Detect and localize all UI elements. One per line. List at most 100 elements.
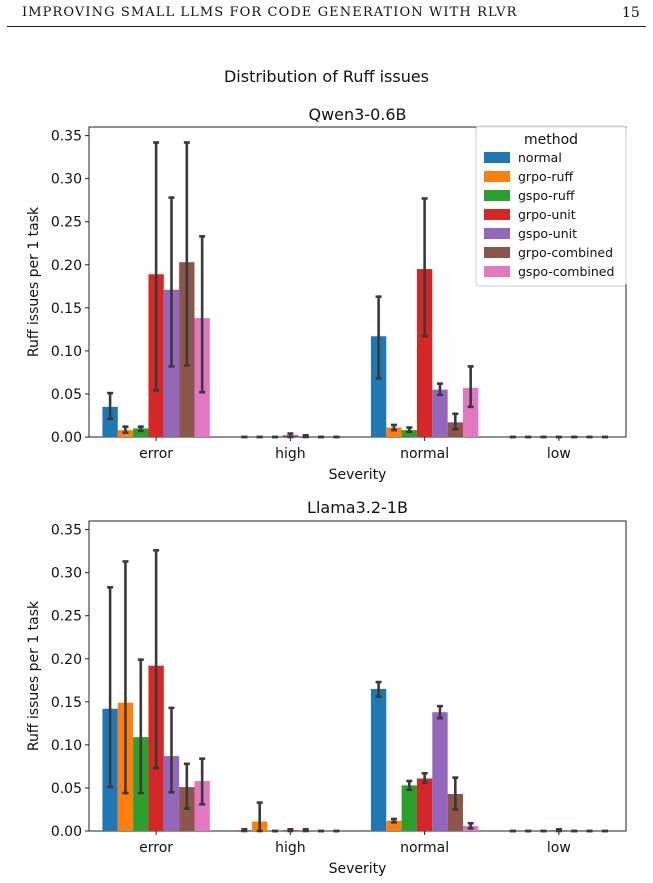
bar-gspo-unit-normal	[432, 712, 448, 831]
error-bar-gspo-unit-error	[168, 706, 175, 794]
error-bar-grpo-combined-error	[183, 141, 190, 367]
error-bar-gspo-ruff-normal	[406, 779, 413, 791]
y-tick-label: 0.20	[51, 652, 82, 668]
series-gspo-ruff	[133, 425, 547, 439]
error-bar-grpo-combined-error	[183, 762, 190, 810]
y-tick-label: 0.05	[51, 387, 82, 403]
series-grpo-combined	[179, 141, 593, 439]
x-axis: error high normal low	[139, 437, 571, 462]
error-bar-gspo-unit-high	[302, 433, 309, 439]
series-gspo-combined	[194, 757, 608, 833]
plot-frame	[88, 520, 627, 832]
error-bar-grpo-unit-error	[153, 548, 160, 770]
error-bar-gspo-combined-error	[199, 757, 206, 806]
y-tick-label: 0.05	[51, 781, 82, 797]
bar-normal-normal	[370, 688, 387, 831]
legend-item-grpo-combined: grpo-combined	[484, 245, 613, 260]
y-tick-label: 0.30	[51, 172, 82, 188]
figure-suptitle: Distribution of Ruff issues	[223, 67, 430, 86]
error-bar-grpo-unit-normal	[421, 772, 428, 785]
legend-label: grpo-unit	[518, 207, 576, 222]
legend-swatch	[484, 209, 510, 220]
y-tick-label: 0.35	[51, 129, 82, 145]
x-tick-label-error: error	[139, 446, 173, 462]
bar-gspo-combined-normal	[462, 387, 479, 437]
bar-normal-error	[102, 406, 118, 437]
legend-item-normal: normal	[484, 150, 562, 165]
y-axis: 0.00 0.05 0.10 0.15 0.20 0.25 0.30 0.35	[51, 523, 89, 840]
error-bar-gspo-ruff-normal	[406, 426, 413, 434]
series-grpo-combined	[179, 762, 593, 833]
legend: method normal grpo-ruff gspo-ruff grpo-unit g…	[475, 125, 627, 287]
error-bar-grpo-ruff-error	[122, 425, 129, 434]
error-bar-grpo-unit-error	[153, 141, 160, 392]
legend-item-gspo-combined: gspo-combined	[484, 264, 614, 279]
x-tick-label-high: high	[275, 840, 306, 856]
legend-swatch	[484, 266, 510, 277]
bar-grpo-ruff-normal	[386, 427, 402, 437]
error-bar-normal-high	[241, 827, 248, 833]
x-tick-label-error: error	[139, 840, 173, 856]
bar-gspo-unit-normal	[432, 389, 448, 437]
error-bar-grpo-unit-high	[287, 827, 294, 833]
error-bar-grpo-unit-normal	[421, 197, 428, 338]
series-grpo-ruff	[117, 423, 532, 439]
error-bar-grpo-ruff-normal	[390, 423, 397, 432]
legend-swatch	[484, 190, 510, 201]
error-bar-grpo-unit-low	[555, 827, 562, 833]
x-axis: error high normal low	[139, 831, 571, 856]
series-grpo-unit	[148, 141, 562, 439]
bars	[102, 141, 608, 439]
error-bar-grpo-combined-normal	[452, 412, 459, 431]
y-tick-label: 0.25	[51, 215, 82, 231]
x-tick-label-normal: normal	[400, 840, 449, 856]
y-axis: 0.00 0.05 0.10 0.15 0.20 0.25 0.30 0.35	[51, 129, 89, 446]
series-gspo-combined	[194, 235, 608, 439]
y-tick-label: 0.20	[51, 258, 82, 274]
y-axis-label: Ruff issues per 1 task	[26, 206, 42, 357]
error-bar-normal-error	[107, 586, 114, 789]
bar-gspo-ruff-normal	[401, 430, 417, 437]
error-bar-gspo-ruff-error	[137, 658, 144, 795]
legend-label: normal	[518, 150, 562, 165]
x-tick-label-high: high	[275, 446, 306, 462]
chart-panel-qwen3-0-6b: Qwen3-0.6B0.000.050.100.150.200.250.300.…	[26, 105, 627, 483]
x-tick-label-low: low	[547, 840, 571, 856]
legend-label: gspo-ruff	[518, 188, 575, 203]
error-bar-grpo-ruff-normal	[390, 817, 397, 824]
legend-item-grpo-ruff: grpo-ruff	[484, 169, 573, 184]
error-bar-gspo-unit-normal	[436, 704, 443, 720]
y-tick-label: 0.10	[51, 738, 82, 754]
legend-swatch	[484, 152, 510, 163]
error-bar-grpo-ruff-error	[122, 560, 129, 795]
header-rule	[7, 26, 646, 27]
error-bar-gspo-unit-high	[302, 827, 309, 833]
x-tick-label-low: low	[547, 446, 571, 462]
error-bar-gspo-combined-normal	[467, 365, 474, 409]
chart-title: Llama3.2-1B	[307, 498, 408, 517]
series-normal	[102, 295, 516, 439]
error-bar-normal-error	[107, 391, 114, 421]
error-bar-normal-normal	[375, 680, 382, 698]
y-tick-label: 0.00	[51, 430, 82, 446]
error-bar-gspo-combined-normal	[467, 821, 474, 830]
y-tick-label: 0.25	[51, 609, 82, 625]
y-tick-label: 0.30	[51, 566, 82, 582]
series-gspo-unit	[163, 704, 578, 833]
y-tick-label: 0.35	[51, 523, 82, 539]
error-bar-gspo-ruff-error	[137, 425, 144, 433]
y-tick-label: 0.00	[51, 824, 82, 840]
chart-panel-llama3-2-1b: Llama3.2-1B0.000.050.100.150.200.250.300…	[26, 498, 627, 877]
x-tick-label-normal: normal	[400, 446, 449, 462]
x-axis-label: Severity	[329, 861, 387, 877]
legend-title: method	[524, 132, 578, 148]
legend-item-gspo-unit: gspo-unit	[484, 226, 577, 241]
series-gspo-unit	[163, 196, 578, 439]
y-tick-label: 0.15	[51, 695, 82, 711]
series-grpo-unit	[148, 548, 567, 833]
bar-grpo-ruff-normal	[386, 820, 402, 831]
bar-grpo-unit-normal	[416, 778, 433, 831]
y-axis-label: Ruff issues per 1 task	[26, 600, 42, 751]
page-number: 15	[622, 5, 640, 21]
